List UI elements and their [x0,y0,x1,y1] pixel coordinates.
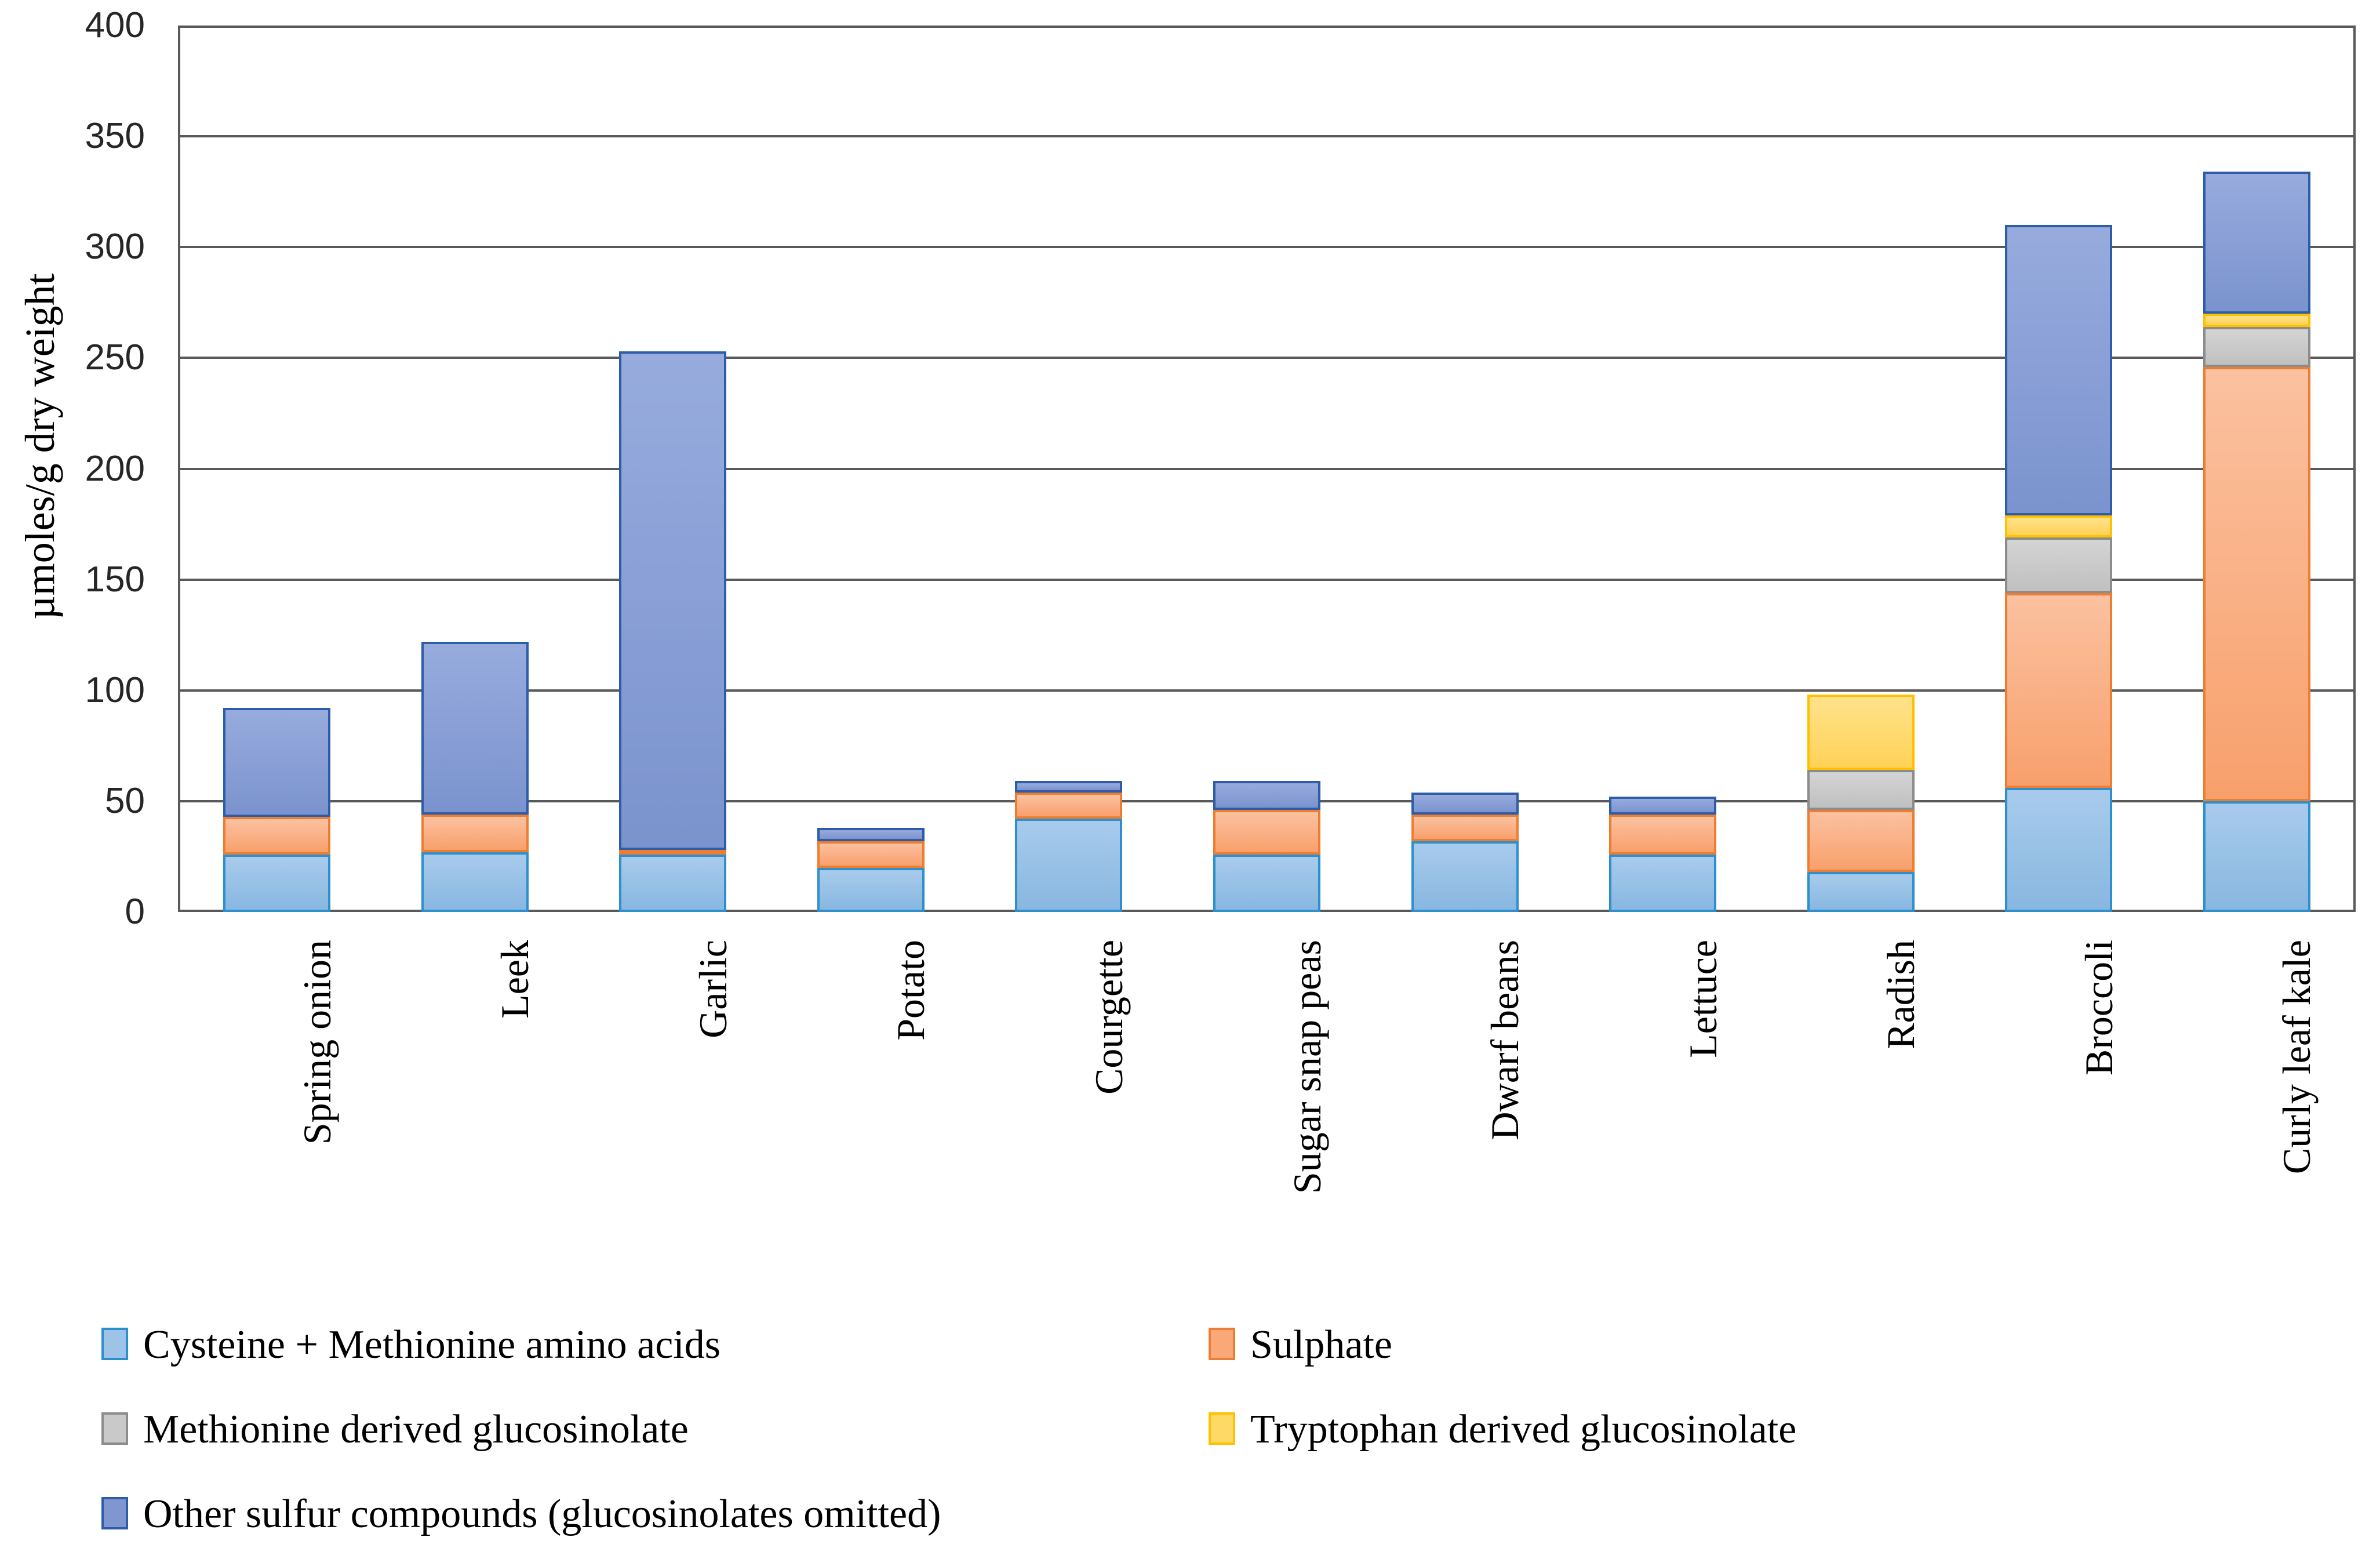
bar-segment-garlic-s1 [619,849,727,855]
bar-segment-radish-s3 [1807,695,1915,771]
bar-segment-curly-leaf-kale-s0 [2203,801,2310,912]
y-tick-label-50: 50 [105,780,145,821]
bar-segment-spring-onion-s1 [223,816,331,855]
bar-segment-broccoli-s0 [2005,787,2113,912]
x-category-label-spring-onion: Spring onion [294,940,339,1145]
bar-segment-potato-s0 [817,867,925,912]
legend-swatch-cysteine-methionine-icon [101,1328,128,1360]
y-tick-label-200: 200 [85,448,145,489]
legend-label-methionine-glucosinolate: Methionine derived glucosinolate [143,1407,689,1452]
x-category-label-dwarf-beans: Dwarf beans [1483,940,1527,1140]
bar-segment-garlic-s0 [619,854,727,912]
bar-segment-courgette-s4 [1015,781,1123,793]
bar-segment-lettuce-s4 [1609,797,1717,815]
x-category-label-broccoli: Broccoli [2076,940,2121,1076]
gridline-200 [180,467,2353,470]
x-category-label-garlic: Garlic [690,940,735,1038]
legend-swatch-methionine-glucosinolate-icon [101,1412,128,1445]
bar-segment-courgette-s0 [1015,819,1123,912]
x-category-label-radish: Radish [1879,940,1923,1049]
bar-segment-lettuce-s1 [1609,814,1717,855]
bar-segment-curly-leaf-kale-s2 [2203,326,2310,367]
bar-segment-radish-s1 [1807,810,1915,873]
legend-swatch-other-sulfur-icon [101,1497,128,1529]
y-tick-label-0: 0 [125,892,145,932]
x-category-label-curly-leaf-kale: Curly leaf kale [2275,940,2319,1175]
bar-segment-dwarf-beans-s1 [1411,814,1519,841]
y-tick-label-250: 250 [85,337,145,378]
bar-segment-courgette-s1 [1015,792,1123,819]
plot-area [178,26,2356,912]
bar-segment-radish-s0 [1807,872,1915,912]
legend-swatch-tryptophan-glucosinolate-icon [1209,1412,1235,1445]
legend-label-other-sulfur: Other sulfur compounds (glucosinolates o… [143,1492,941,1536]
y-tick-label-400: 400 [85,5,145,45]
gridline-300 [180,246,2353,249]
bar-segment-broccoli-s1 [2005,593,2113,788]
x-category-label-lettuce: Lettuce [1680,940,1725,1058]
bar-segment-lettuce-s0 [1609,854,1717,912]
bar-segment-leek-s0 [421,852,529,912]
bar-segment-spring-onion-s0 [223,854,331,912]
y-tick-label-350: 350 [85,116,145,157]
bar-segment-garlic-s4 [619,351,727,850]
bar-segment-curly-leaf-kale-s4 [2203,172,2310,314]
bar-segment-leek-s1 [421,814,529,852]
bar-segment-curly-leaf-kale-s1 [2203,366,2310,801]
x-category-label-leek: Leek [493,940,537,1019]
bar-segment-broccoli-s3 [2005,515,2113,537]
bar-segment-leek-s4 [421,641,529,815]
legend-label-cysteine-methionine: Cysteine + Methionine amino acids [143,1322,720,1367]
gridline-350 [180,135,2353,138]
y-tick-label-300: 300 [85,227,145,267]
legend-label-tryptophan-glucosinolate: Tryptophan derived glucosinolate [1250,1407,1797,1452]
bar-segment-sugar-snap-peas-s4 [1213,781,1320,811]
bar-segment-curly-leaf-kale-s3 [2203,313,2310,327]
x-category-label-sugar-snap-peas: Sugar snap peas [1284,940,1329,1194]
x-category-label-potato: Potato [889,940,933,1041]
y-axis-title: µmoles/g dry weight [17,273,63,620]
legend-swatch-sulphate-icon [1209,1328,1235,1360]
bar-segment-sugar-snap-peas-s0 [1213,854,1320,912]
bar-segment-potato-s4 [817,827,925,841]
legend-label-sulphate: Sulphate [1250,1322,1392,1367]
bar-segment-potato-s1 [817,841,925,868]
bar-segment-dwarf-beans-s4 [1411,792,1519,815]
bar-segment-sugar-snap-peas-s1 [1213,810,1320,855]
gridline-100 [180,689,2353,692]
gridline-150 [180,578,2353,581]
x-category-label-courgette: Courgette [1086,940,1131,1095]
bar-segment-broccoli-s2 [2005,537,2113,593]
bar-segment-dwarf-beans-s0 [1411,841,1519,912]
y-tick-label-150: 150 [85,559,145,599]
bar-segment-spring-onion-s4 [223,708,331,817]
y-tick-label-100: 100 [85,670,145,710]
bar-segment-radish-s2 [1807,770,1915,811]
gridline-250 [180,357,2353,359]
bar-segment-broccoli-s4 [2005,225,2113,515]
